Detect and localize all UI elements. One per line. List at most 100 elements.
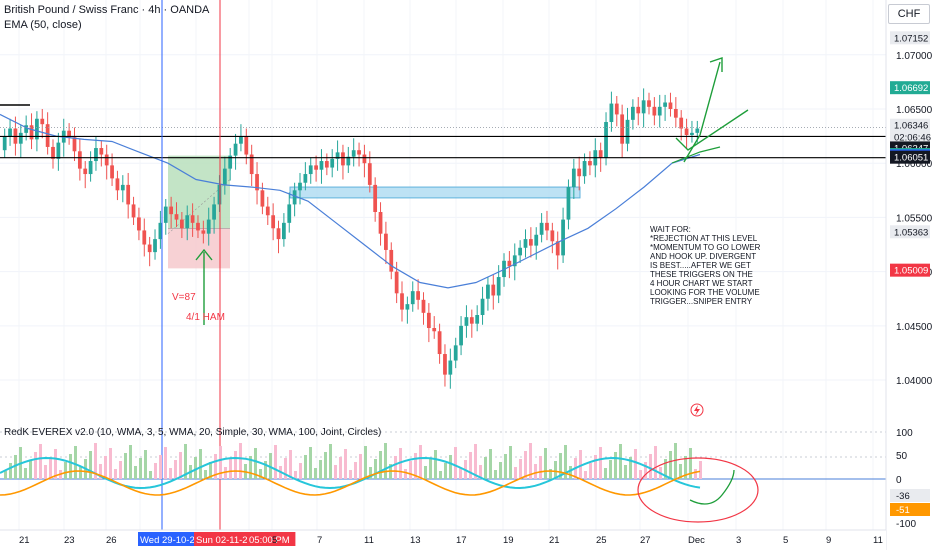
note-line: AND HOOK UP. DIVERGENT <box>650 252 756 261</box>
candle-bull <box>185 215 190 229</box>
osc-bar <box>294 471 297 479</box>
candle-bull <box>486 284 490 299</box>
osc-bar <box>14 455 17 479</box>
candle-bull <box>631 106 635 120</box>
candle-bear <box>362 154 367 164</box>
osc-bar <box>219 446 222 479</box>
time-label: 21 <box>19 535 30 546</box>
candle-bear <box>528 239 533 246</box>
osc-bar <box>4 471 7 479</box>
osc-bar <box>384 443 387 479</box>
osc-bar <box>394 456 397 479</box>
osc-bar <box>519 459 522 479</box>
osc-bar <box>419 445 422 479</box>
candle-bull <box>480 298 485 315</box>
osc-bar <box>499 462 502 479</box>
candle-bear <box>555 241 560 256</box>
currency-button[interactable]: CHF <box>888 4 930 24</box>
osc-bar <box>559 453 562 479</box>
candle-bear <box>394 271 399 294</box>
candle-bull <box>330 158 335 168</box>
osc-bar <box>144 450 147 479</box>
osc-bar <box>224 467 227 479</box>
candle-bull <box>657 106 662 116</box>
candle-bull <box>24 125 29 133</box>
osc-hook-line <box>689 469 735 505</box>
candle-bear <box>77 151 82 169</box>
osc-bar <box>324 452 327 479</box>
osc-bar <box>239 443 242 479</box>
drawings: V=87 4/1 HAM WAIT FOR:*REJECTION AT THIS L… <box>172 57 761 417</box>
session-markers <box>161 0 221 530</box>
candle-bull <box>282 222 286 240</box>
osc-badge-bg <box>890 503 930 516</box>
osc-bar <box>104 456 107 479</box>
osc-bar <box>654 446 657 479</box>
osc-bar <box>289 450 292 479</box>
osc-bar <box>319 460 322 479</box>
candle-bull <box>222 168 227 185</box>
osc-bar <box>349 470 352 479</box>
osc-bar <box>109 448 112 479</box>
horizontal-levels <box>0 104 886 159</box>
time-label: 7 <box>317 535 322 546</box>
time-axis-bg <box>0 530 886 550</box>
time-label: 5 <box>272 535 277 546</box>
osc-bar <box>624 465 627 479</box>
osc-bar <box>564 445 567 479</box>
candle-bear <box>341 152 345 166</box>
osc-bar <box>119 461 122 479</box>
osc-bar <box>54 449 57 479</box>
note-line: THESE TRIGGERS ON THE <box>650 270 753 279</box>
candle-bear <box>126 184 131 205</box>
osc-bar <box>554 461 557 479</box>
candle-bull <box>8 128 12 137</box>
osc-bar <box>619 444 622 479</box>
osc-bar <box>199 449 202 479</box>
osc-bar <box>44 465 47 479</box>
note-line: WAIT FOR: <box>650 225 691 234</box>
candle-bear <box>426 312 431 329</box>
candle-bull <box>453 345 458 361</box>
candle-bull <box>233 143 238 156</box>
candle-bear <box>668 102 673 109</box>
price-label-bg <box>890 81 930 95</box>
price-label-bg <box>890 263 930 277</box>
time-label: 17 <box>456 535 467 546</box>
candle-bull <box>410 291 415 305</box>
candle-bull <box>690 132 694 136</box>
candle-bear <box>469 317 474 324</box>
osc-bar <box>154 463 157 479</box>
osc-bar <box>409 461 412 479</box>
candle-bear <box>169 206 174 215</box>
price-label-bg <box>890 150 930 164</box>
price-axis: 1.070001.065001.060001.055001.050001.045… <box>885 0 932 550</box>
candle-bull <box>695 128 700 133</box>
candle-bear <box>244 136 249 155</box>
candle-bull <box>663 102 667 107</box>
note-line: LOOKING FOR THE VOLUME <box>650 288 760 297</box>
osc-bar <box>339 457 342 479</box>
time-label: 27 <box>640 535 651 546</box>
candle-bear <box>636 106 641 114</box>
osc-bar <box>299 463 302 479</box>
candle-bear <box>545 222 549 231</box>
candle-bear <box>357 150 361 155</box>
osc-bar <box>449 455 452 479</box>
candle-bear <box>679 117 684 129</box>
candle-bull <box>523 239 528 248</box>
candle-bull <box>292 190 297 205</box>
candle-bull <box>464 317 469 326</box>
time-label: 05:00 PM <box>249 535 290 546</box>
support-zone <box>289 186 581 199</box>
y-tick-label: 1.07000 <box>896 51 932 62</box>
osc-bar <box>29 460 32 479</box>
osc-bar <box>314 468 317 479</box>
osc-bar <box>259 469 262 479</box>
osc-bar <box>114 469 117 479</box>
osc-bar <box>679 464 682 479</box>
price-label-bg <box>890 130 930 144</box>
osc-bar <box>309 447 312 479</box>
osc-bar <box>434 450 437 479</box>
